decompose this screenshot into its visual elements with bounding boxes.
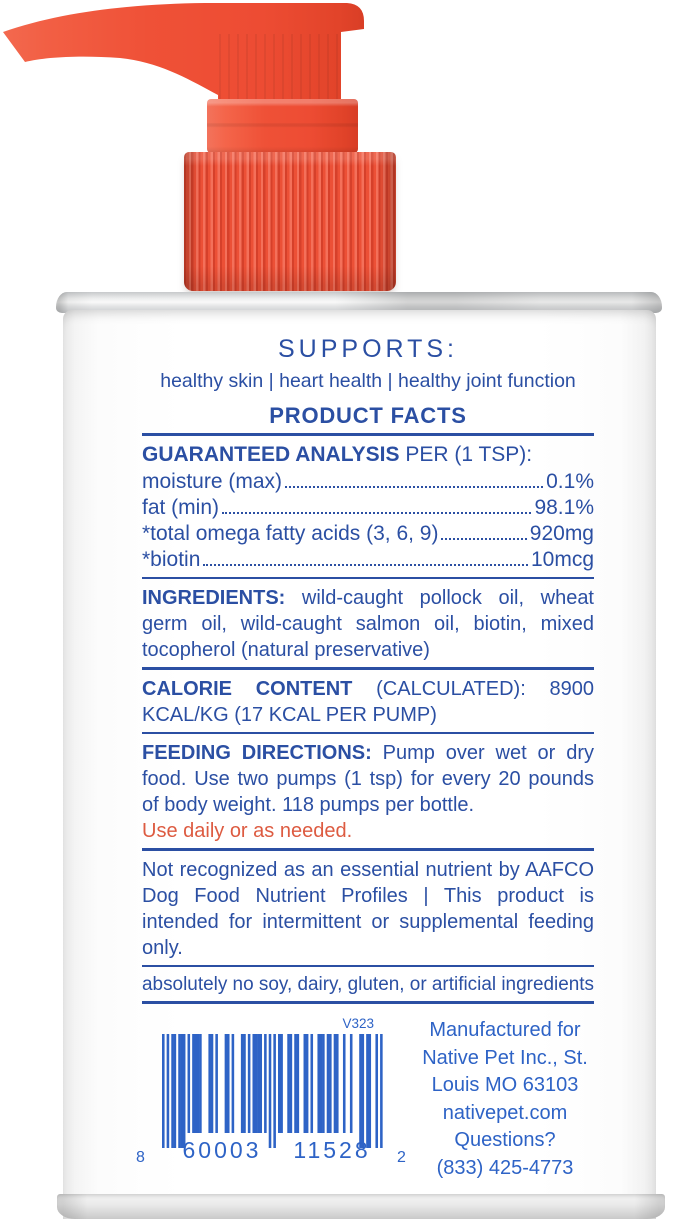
pump-nozzle	[3, 3, 364, 102]
barcode-lead-digit: 8	[136, 1149, 145, 1166]
supports-heading: SUPPORTS:	[277, 335, 459, 363]
manufacturer-line: Questions?	[454, 1129, 556, 1151]
bottle-base	[57, 1194, 665, 1219]
divider-rule	[142, 433, 594, 436]
analysis-row: moisture (max) 0.1%	[142, 469, 594, 493]
divider-rule	[142, 576, 594, 579]
manufacturer-line: nativepet.com	[442, 1101, 568, 1124]
divider-rule	[142, 1001, 594, 1004]
guaranteed-analysis-heading: GUARANTEED ANALYSIS PER (1 TSP):	[142, 442, 533, 466]
calorie-content-paragraph: CALORIE CONTENT (CALCULATED): 8900 KCAL/…	[142, 677, 594, 726]
pump-collar	[207, 99, 358, 153]
pump-cap	[184, 152, 396, 291]
divider-rule	[142, 964, 594, 967]
barcode-version-code: V323	[342, 1016, 374, 1031]
feeding-highlight: Use daily or as needed.	[142, 820, 353, 842]
manufacturer-line: (833) 425-4773	[436, 1156, 574, 1179]
barcode-check-digit: 2	[397, 1149, 406, 1166]
divider-rule	[142, 731, 594, 734]
barcode-left-digits: 60003	[182, 1137, 262, 1163]
bottle-rim	[56, 292, 662, 313]
back-label: SUPPORTS: healthy skin | heart health | …	[142, 334, 594, 1010]
manufacturer-line: Manufactured for	[429, 1019, 581, 1041]
analysis-row: *biotin 10mcg	[142, 547, 594, 571]
manufacturer-info: Manufactured for Native Pet Inc., St. Lo…	[395, 1017, 615, 1182]
dot-leader	[285, 485, 544, 488]
ingredients-paragraph: INGREDIENTS: wild-caught pollock oil, wh…	[142, 587, 594, 661]
analysis-row: *total omega fatty acids (3, 6, 9) 920mg	[142, 521, 594, 545]
divider-rule	[142, 667, 594, 670]
aafco-disclaimer: Not recognized as an essential nutrient …	[142, 858, 594, 959]
dot-leader	[441, 537, 527, 540]
dot-leader	[203, 563, 528, 566]
supports-items: healthy skin | heart health | healthy jo…	[160, 370, 576, 392]
manufacturer-line: Louis MO 63103	[431, 1074, 579, 1096]
manufacturer-line: Native Pet Inc., St.	[422, 1046, 588, 1069]
divider-rule	[142, 848, 594, 851]
analysis-row: fat (min) 98.1%	[142, 495, 594, 519]
free-from-statement: absolutely no soy, dairy, gluten, or art…	[142, 974, 595, 995]
product-facts-title: PRODUCT FACTS	[269, 403, 467, 428]
feeding-directions-paragraph: FEEDING DIRECTIONS: Pump over wet or dry…	[142, 742, 594, 816]
dot-leader	[222, 511, 532, 514]
upc-barcode-bars	[162, 1034, 383, 1148]
pump-neck	[219, 34, 340, 101]
barcode-right-digits: 11528	[293, 1137, 371, 1163]
